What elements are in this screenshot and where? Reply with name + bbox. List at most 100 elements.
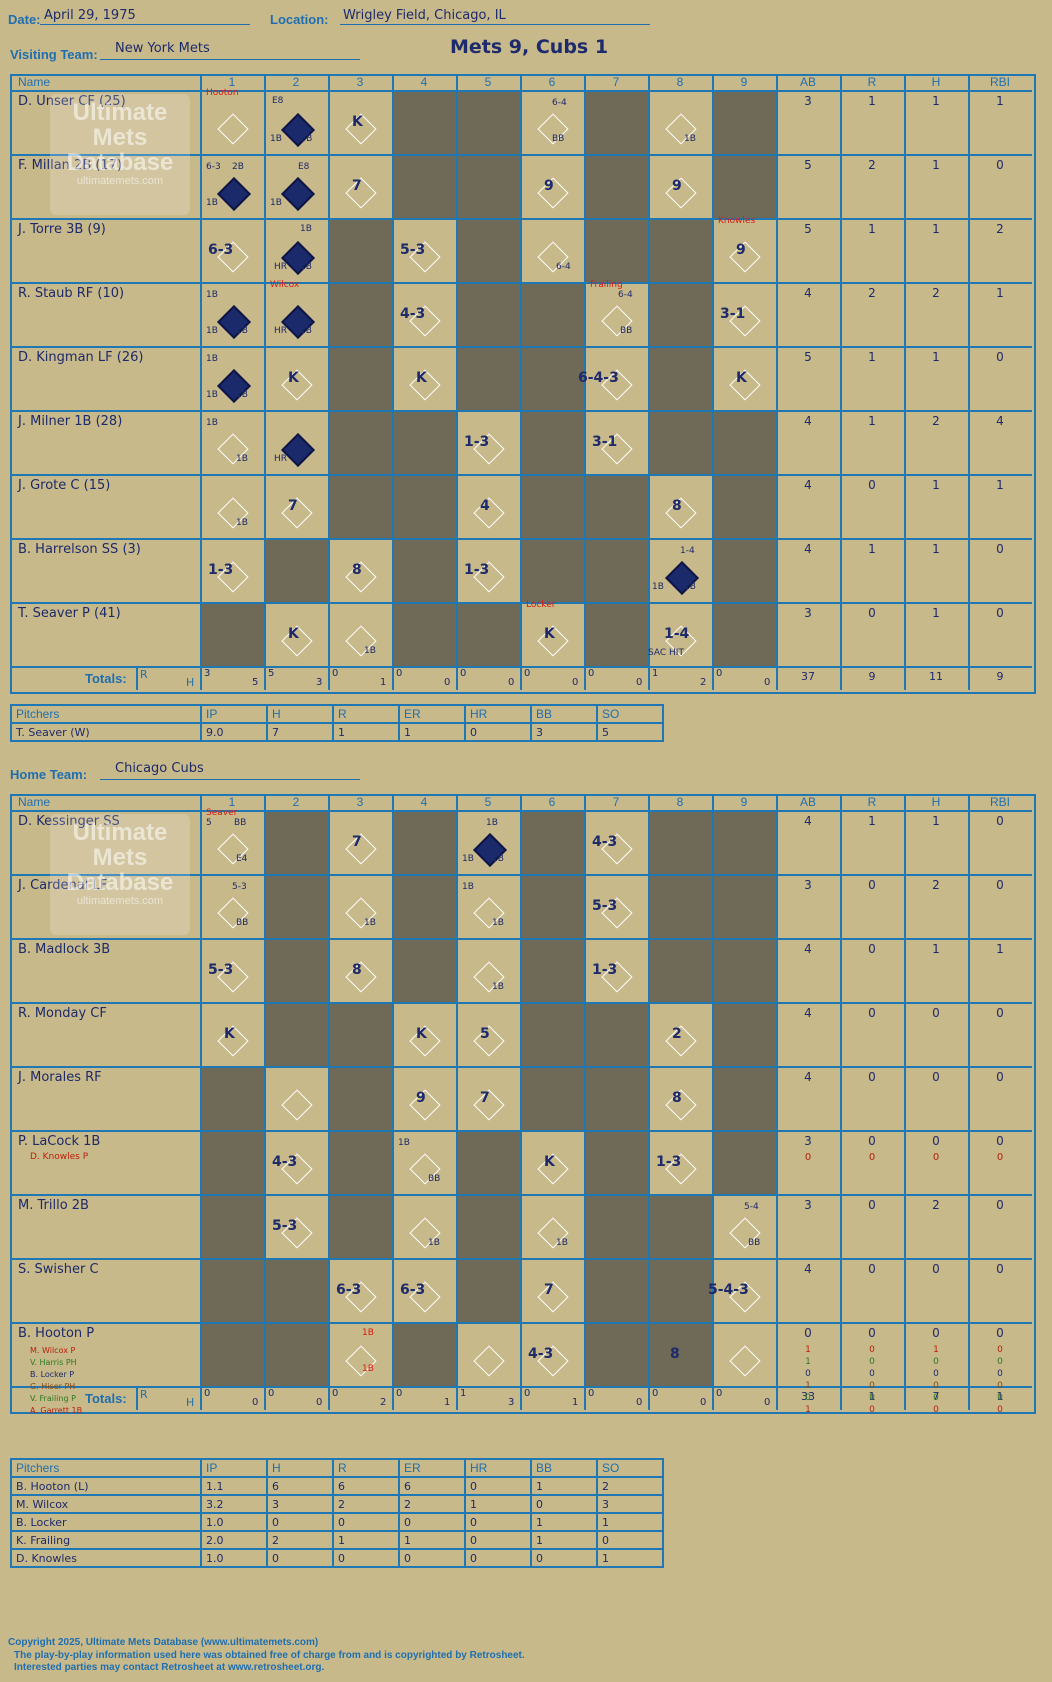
ultimate-mets-watermark-logo: Ultimate Mets Database ultimatemets.com: [50, 814, 190, 935]
play-notation: E4: [236, 854, 248, 864]
inning-runs: 0: [716, 668, 723, 679]
batter-stat: 0: [996, 814, 1004, 828]
play-notation: 1-4: [664, 626, 690, 642]
shaded-cell: [712, 474, 776, 538]
batter-stat: 1: [996, 942, 1004, 956]
pitcher-so: 1: [596, 1548, 664, 1568]
sub-batter-stat: 0: [869, 1345, 875, 1355]
batter-stat: 0: [932, 1326, 940, 1340]
shaded-cell: [712, 154, 776, 218]
batter-stat: 2: [868, 158, 876, 172]
pitcher-ip: 9.0: [200, 722, 268, 742]
column-divider: [392, 74, 394, 690]
sub-batter-name: D. Knowles P: [30, 1152, 89, 1162]
bb-header: BB: [530, 1458, 598, 1478]
play-notation: 1-3: [208, 562, 234, 578]
shaded-cell: [648, 282, 712, 346]
inning-hits: 5: [252, 677, 259, 688]
visiting-team-label: Visiting Team:: [10, 47, 98, 62]
batter-stat: 0: [868, 1262, 876, 1276]
play-notation: 1B: [206, 198, 218, 208]
name-column-header: Name: [18, 75, 51, 89]
play-notation: SAC HIT: [648, 648, 684, 658]
batter-stat: 1: [996, 286, 1004, 300]
batter-stat: 1: [868, 542, 876, 556]
column-divider: [456, 74, 458, 690]
shaded-cell: [648, 346, 712, 410]
pitcher-so: 2: [596, 1476, 664, 1496]
batter-stat: 1: [868, 222, 876, 236]
batter-stat: 0: [996, 1262, 1004, 1276]
inning-hits: 0: [636, 677, 643, 688]
er-header: ER: [398, 704, 466, 724]
stat-header: H: [931, 75, 941, 89]
shaded-cell: [328, 410, 392, 474]
team-stat-total: 33: [801, 1390, 815, 1403]
play-notation: 1B: [206, 418, 218, 428]
pitcher-so: 1: [596, 1512, 664, 1532]
pitcher-so: 0: [596, 1530, 664, 1550]
team-stat-total: 9: [868, 670, 876, 683]
batter-name: P. LaCock 1B: [18, 1134, 101, 1149]
play-notation: 6-4: [618, 290, 633, 300]
batter-stat: 5: [804, 158, 812, 172]
pitcher-r: 1: [332, 1530, 400, 1550]
inning-header: 3: [356, 795, 364, 809]
column-divider: [520, 74, 522, 690]
column-divider: [648, 74, 650, 690]
play-notation: 7: [288, 498, 298, 514]
play-notation: 1-3: [464, 562, 490, 578]
play-notation: 1B: [364, 646, 376, 656]
column-divider: [328, 74, 330, 690]
pitcher-hr: 0: [464, 1530, 532, 1550]
batter-stat: 1: [868, 414, 876, 428]
play-notation: 9: [544, 178, 554, 194]
play-notation: 1B: [236, 390, 248, 400]
watermark-text: Database: [66, 149, 174, 176]
shaded-cell: [712, 938, 776, 1002]
play-notation: 1B: [270, 134, 282, 144]
ip-header: IP: [200, 1458, 268, 1478]
sub-batter-name: V. Harris PH: [30, 1358, 77, 1367]
watermark-text: Mets: [92, 844, 148, 871]
batter-stat: 0: [996, 1198, 1004, 1212]
play-notation: 1B: [362, 1328, 374, 1338]
inning-header: 8: [676, 795, 684, 809]
pitcher-er: 1: [398, 722, 466, 742]
batter-stat: 4: [804, 414, 812, 428]
batter-stat: 1: [996, 94, 1004, 108]
watermark-text: Ultimate: [72, 99, 168, 126]
batter-stat: 0: [932, 1262, 940, 1276]
column-divider: [328, 794, 330, 1410]
pitcher-bb: 0: [530, 1548, 598, 1568]
inning-header: 4: [420, 795, 428, 809]
inning-hits: 0: [316, 1397, 323, 1408]
shaded-cell: [392, 810, 456, 874]
column-divider: [712, 794, 714, 1410]
shaded-cell: [456, 602, 520, 666]
play-notation: BB: [428, 1174, 441, 1184]
pitcher-hr: 1: [464, 1494, 532, 1514]
pitcher-bb: 1: [530, 1476, 598, 1496]
pitcher-h: 2: [266, 1530, 334, 1550]
play-notation: K: [416, 1026, 427, 1042]
ip-header: IP: [200, 704, 268, 724]
play-notation: 6-4: [556, 262, 571, 272]
pitcher-name: T. Seaver (W): [10, 722, 202, 742]
shaded-cell: [200, 1066, 264, 1130]
batter-name: F. Millan 2B (17): [18, 158, 123, 173]
shaded-cell: [520, 410, 584, 474]
batter-stat: 0: [868, 878, 876, 892]
column-divider: [968, 74, 970, 690]
batter-stat: 0: [932, 1070, 940, 1084]
inning-runs: 1: [652, 668, 659, 679]
column-divider: [904, 74, 906, 690]
team-stat-total: 11: [929, 670, 943, 683]
inning-header: 1: [228, 795, 236, 809]
batter-name: S. Swisher C: [18, 1262, 99, 1277]
inning-header: 2: [292, 795, 300, 809]
play-notation: 6-3: [336, 1282, 362, 1298]
play-notation: 1B: [486, 818, 498, 828]
shaded-cell: [584, 1322, 648, 1386]
inning-hits: 0: [764, 1397, 771, 1408]
